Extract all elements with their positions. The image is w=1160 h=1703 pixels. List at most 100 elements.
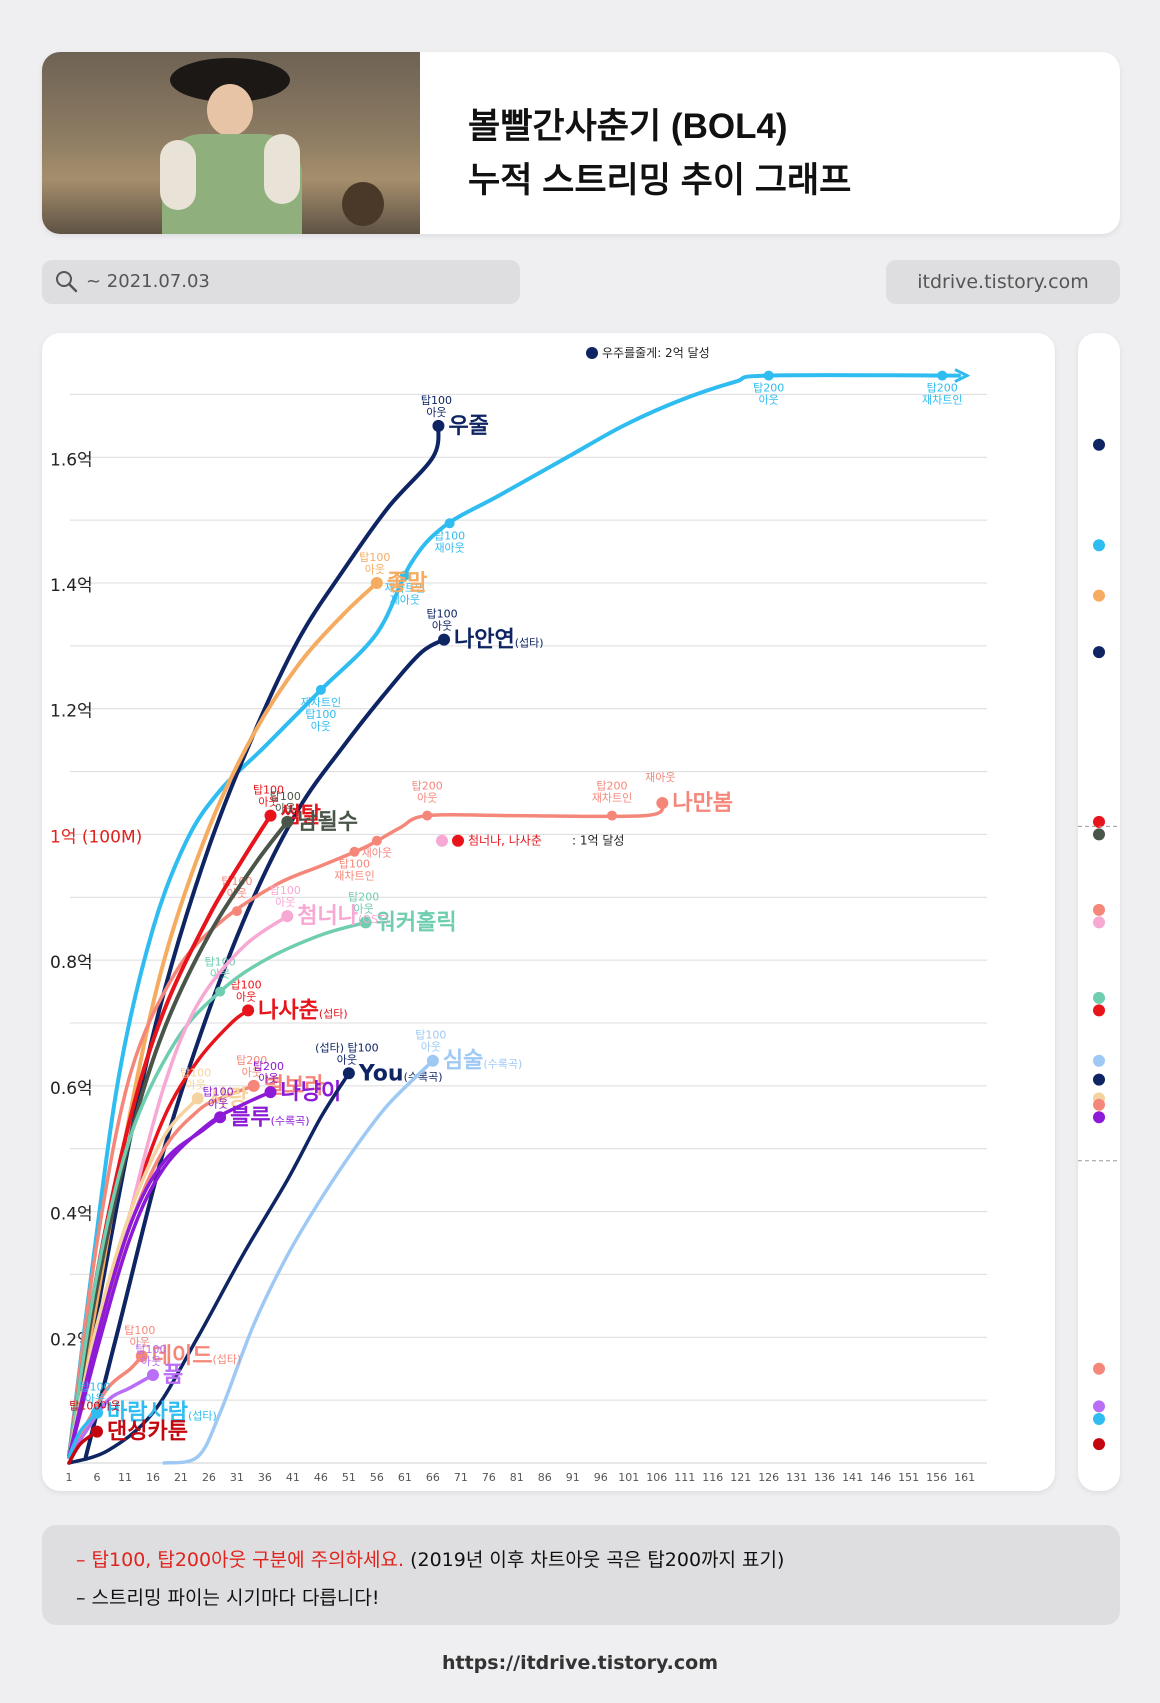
achievement-suffix: : 1억 달성	[572, 834, 624, 848]
series-event-label: 탑200	[412, 780, 443, 793]
series-end-point	[90, 1406, 103, 1419]
artist-photo	[42, 52, 420, 234]
x-tick-label: 76	[482, 1471, 496, 1484]
top-note-dot	[586, 347, 598, 359]
series-end-note: 탑100	[79, 1381, 110, 1394]
series-event-point	[444, 518, 455, 529]
achievement-dot-2	[452, 834, 464, 847]
y-tick-label: 1.2억	[50, 702, 93, 722]
series-end-note: 탑100	[270, 884, 301, 897]
site-label: itdrive.tistory.com	[917, 271, 1089, 293]
y-tick-label: 1.6억	[50, 450, 93, 470]
series-end-label: 워커홀릭	[376, 909, 457, 935]
series-event-point	[231, 906, 242, 917]
series-end-note: 아웃	[426, 406, 446, 419]
note-1: – 탑100, 탑200아웃 구분에 주의하세요. (2019년 이후 차트아웃…	[76, 1545, 784, 1572]
x-tick-label: 56	[370, 1471, 384, 1484]
footer-url: https://itdrive.tistory.com	[441, 1652, 719, 1674]
series-event-point	[606, 810, 617, 821]
x-tick-label: 26	[202, 1471, 216, 1484]
series-end-note: 아웃	[208, 1097, 228, 1110]
series-end-note: 아웃	[85, 1393, 105, 1406]
series-line-You	[67, 1071, 351, 1465]
series-end-note: 아웃	[337, 1053, 357, 1066]
series-end-note: 아웃	[421, 1041, 441, 1054]
series-end-label: 나사춘(섭타)	[258, 998, 348, 1023]
photo-bear	[342, 182, 384, 226]
x-tick-label: 146	[870, 1471, 891, 1484]
series-end-suffix: (섭타)	[213, 1353, 242, 1366]
series-end-note: 탑100	[253, 784, 284, 797]
series-line-남이 될 수 있을까	[67, 819, 290, 1459]
series-end-note: 아웃	[365, 563, 385, 576]
footnote-box: – 탑100, 탑200아웃 구분에 주의하세요. (2019년 이후 차트아웃…	[42, 1525, 1120, 1625]
x-tick-label: 81	[510, 1471, 524, 1484]
x-tick-label: 126	[758, 1471, 779, 1484]
x-tick-label: 161	[954, 1471, 975, 1484]
achievement-dot-1	[436, 834, 448, 847]
note-1-detail: (2019년 이후 차트아웃 곡은 탑200까지 표기)	[404, 1549, 785, 1571]
series-end-note: 아웃	[130, 1336, 150, 1349]
x-tick-label: 136	[814, 1471, 835, 1484]
series-event-point	[763, 370, 774, 381]
y-tick-label: 0.6억	[50, 1079, 93, 1099]
legend-dot	[1093, 589, 1105, 602]
series-end-label: 심술(수록곡)	[443, 1049, 522, 1074]
x-tick-label: 16	[146, 1471, 160, 1484]
x-tick-label: 111	[674, 1471, 695, 1484]
legend-dot	[1093, 903, 1105, 916]
legend-dot	[1093, 1438, 1105, 1451]
series-end-point	[242, 1004, 255, 1017]
x-tick-label: 121	[730, 1471, 751, 1484]
series-end-point	[214, 1111, 227, 1124]
x-tick-label: 101	[618, 1471, 639, 1484]
header-card: 볼빨간사춘기 (BOL4) 누적 스트리밍 추이 그래프	[42, 52, 1120, 234]
title-line-1: 볼빨간사춘기 (BOL4)	[468, 107, 788, 146]
series-end-note: 탑100	[124, 1324, 155, 1337]
series-end-label: 사랑	[208, 1086, 248, 1111]
x-tick-label: 151	[898, 1471, 919, 1484]
series-end-note: 탑200	[348, 890, 379, 903]
series-event-label: 재아웃	[362, 847, 392, 860]
chart-card: 0.2억 0.4억 0.6억 0.8억 1억 (100M) 1.2억 1.4억 1.6억 1 6 1…	[42, 333, 1055, 1491]
x-tick-label: 131	[786, 1471, 807, 1484]
series-line-블루	[67, 1115, 222, 1459]
series-end-note: 아웃	[242, 1066, 262, 1079]
legend-dot	[1093, 539, 1105, 552]
series-end-point	[432, 419, 445, 432]
series-line-여행	[67, 373, 962, 1459]
series-line-나만, 봄	[67, 801, 665, 1459]
series-end-point	[342, 1067, 355, 1080]
x-tick-label: 21	[174, 1471, 188, 1484]
series-end-note: 탑100	[135, 1343, 166, 1356]
search-bar[interactable]: ~ 2021.07.03	[42, 260, 520, 304]
legend-dot	[1093, 1098, 1105, 1111]
legend-dot	[1093, 1073, 1105, 1086]
series-end-label: 우줄	[448, 414, 488, 439]
series-end-point	[146, 1369, 159, 1381]
series-event-label: 재차트인	[592, 792, 632, 805]
photo-face-shape	[207, 84, 253, 136]
series-event-label: 아웃	[311, 720, 331, 733]
series-end-note: (섭타) 탑100	[315, 1041, 378, 1054]
series-end-note: 아웃	[258, 1072, 278, 1085]
series-end-suffix: (OST)	[358, 913, 389, 926]
note-2: – 스트리밍 파이는 시기마다 다릅니다!	[76, 1587, 380, 1609]
x-tick-label: 6	[93, 1471, 100, 1484]
series-line-데이드	[67, 1354, 144, 1459]
series-end-point	[135, 1350, 148, 1363]
x-tick-label: 51	[342, 1471, 356, 1484]
series-end-note: 아웃	[186, 1078, 206, 1091]
legend-dot	[1093, 1362, 1105, 1375]
x-tick-label: 91	[566, 1471, 580, 1484]
series-end-label: 남될수	[297, 810, 358, 835]
series-event-point	[315, 684, 326, 695]
series-line-워커홀릭	[67, 920, 368, 1459]
x-tick-label: 1	[66, 1471, 73, 1484]
site-badge[interactable]: itdrive.tistory.com	[886, 260, 1120, 304]
series-end-note: 탑100	[270, 790, 301, 803]
series-end-note: 아웃	[275, 896, 295, 909]
series-event-label: 재차트인	[334, 870, 374, 883]
series-line-좋은 밤 좋은 꿈	[67, 581, 379, 1459]
